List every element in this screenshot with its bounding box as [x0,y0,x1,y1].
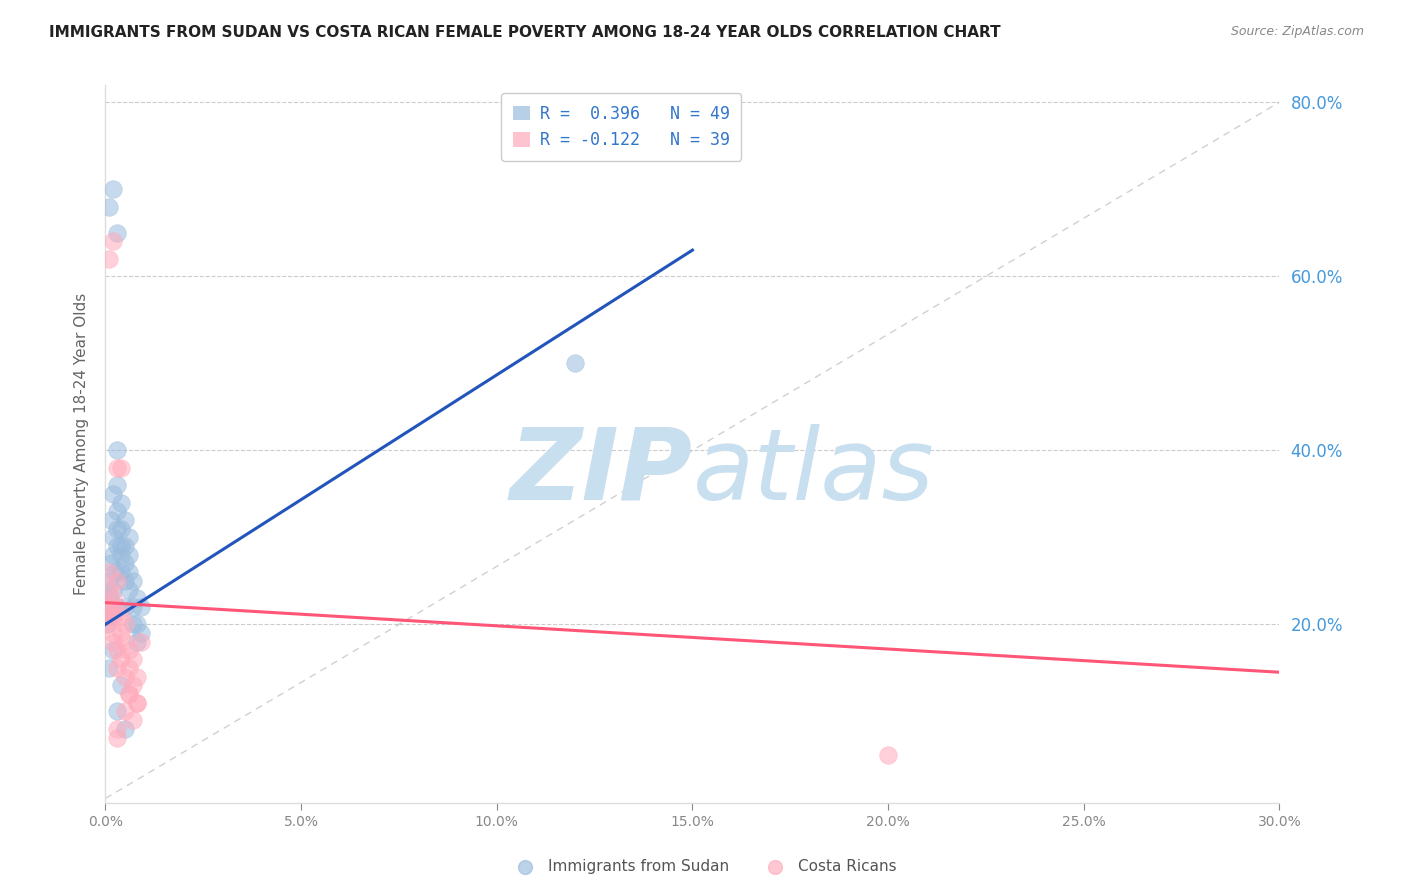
Point [98,661,121,675]
Point [105,504,128,518]
Point [98,200,121,214]
Point [103,487,125,501]
Point [97,599,120,614]
Point [129,599,152,614]
Point [125,591,148,606]
Point [121,599,143,614]
Text: Source: ZipAtlas.com: Source: ZipAtlas.com [1230,25,1364,38]
Point [564,356,586,370]
Point [110,678,132,692]
Point [114,599,136,614]
Point [121,678,143,692]
Point [105,226,128,240]
Point [129,634,152,648]
Point [114,705,136,719]
Point [103,235,125,249]
Point [103,591,125,606]
Point [105,731,128,745]
Text: atlas: atlas [693,424,934,521]
Point [110,652,132,666]
Point [104,565,127,579]
Point [114,557,136,571]
Point [129,626,152,640]
Legend: Immigrants from Sudan, Costa Ricans: Immigrants from Sudan, Costa Ricans [503,853,903,880]
Point [118,687,141,701]
Point [103,530,125,544]
Legend: R =  0.396   N = 49, R = -0.122   N = 39: R = 0.396 N = 49, R = -0.122 N = 39 [501,93,741,161]
Point [105,661,128,675]
Point [98,591,121,606]
Point [110,539,132,553]
Text: ZIP: ZIP [509,424,693,521]
Point [96,599,118,614]
Point [877,747,900,762]
Point [100,557,122,571]
Point [105,522,128,536]
Point [125,696,148,710]
Point [110,495,132,509]
Point [114,513,136,527]
Point [118,687,141,701]
Point [103,626,125,640]
Point [125,696,148,710]
Point [105,539,128,553]
Point [98,252,121,266]
Point [96,617,118,632]
Point [98,608,121,623]
Point [103,548,125,562]
Point [105,599,128,614]
Point [118,565,141,579]
Point [105,478,128,492]
Point [98,574,121,588]
Point [114,634,136,648]
Point [125,670,148,684]
Point [125,617,148,632]
Point [105,443,128,458]
Point [105,460,128,475]
Point [118,548,141,562]
Text: IMMIGRANTS FROM SUDAN VS COSTA RICAN FEMALE POVERTY AMONG 18-24 YEAR OLDS CORREL: IMMIGRANTS FROM SUDAN VS COSTA RICAN FEM… [49,25,1001,40]
Point [110,548,132,562]
Point [121,652,143,666]
Point [114,617,136,632]
Point [105,643,128,657]
Point [114,722,136,736]
Point [118,661,141,675]
Point [114,574,136,588]
Point [121,713,143,727]
Point [110,608,132,623]
Point [110,522,132,536]
Point [114,670,136,684]
Point [110,460,132,475]
Y-axis label: Female Poverty Among 18-24 Year Olds: Female Poverty Among 18-24 Year Olds [73,293,89,595]
Point [110,565,132,579]
Point [100,599,122,614]
Point [98,608,121,623]
Point [121,574,143,588]
Point [125,634,148,648]
Point [105,705,128,719]
Point [103,582,125,597]
Point [105,722,128,736]
Point [98,582,121,597]
Point [118,530,141,544]
Point [105,574,128,588]
Point [114,539,136,553]
Point [103,182,125,196]
Point [118,643,141,657]
Point [103,634,125,648]
Point [98,565,121,579]
Point [103,643,125,657]
Point [103,608,125,623]
Point [96,617,118,632]
Point [100,513,122,527]
Point [110,626,132,640]
Point [118,582,141,597]
Point [121,617,143,632]
Point [105,599,128,614]
